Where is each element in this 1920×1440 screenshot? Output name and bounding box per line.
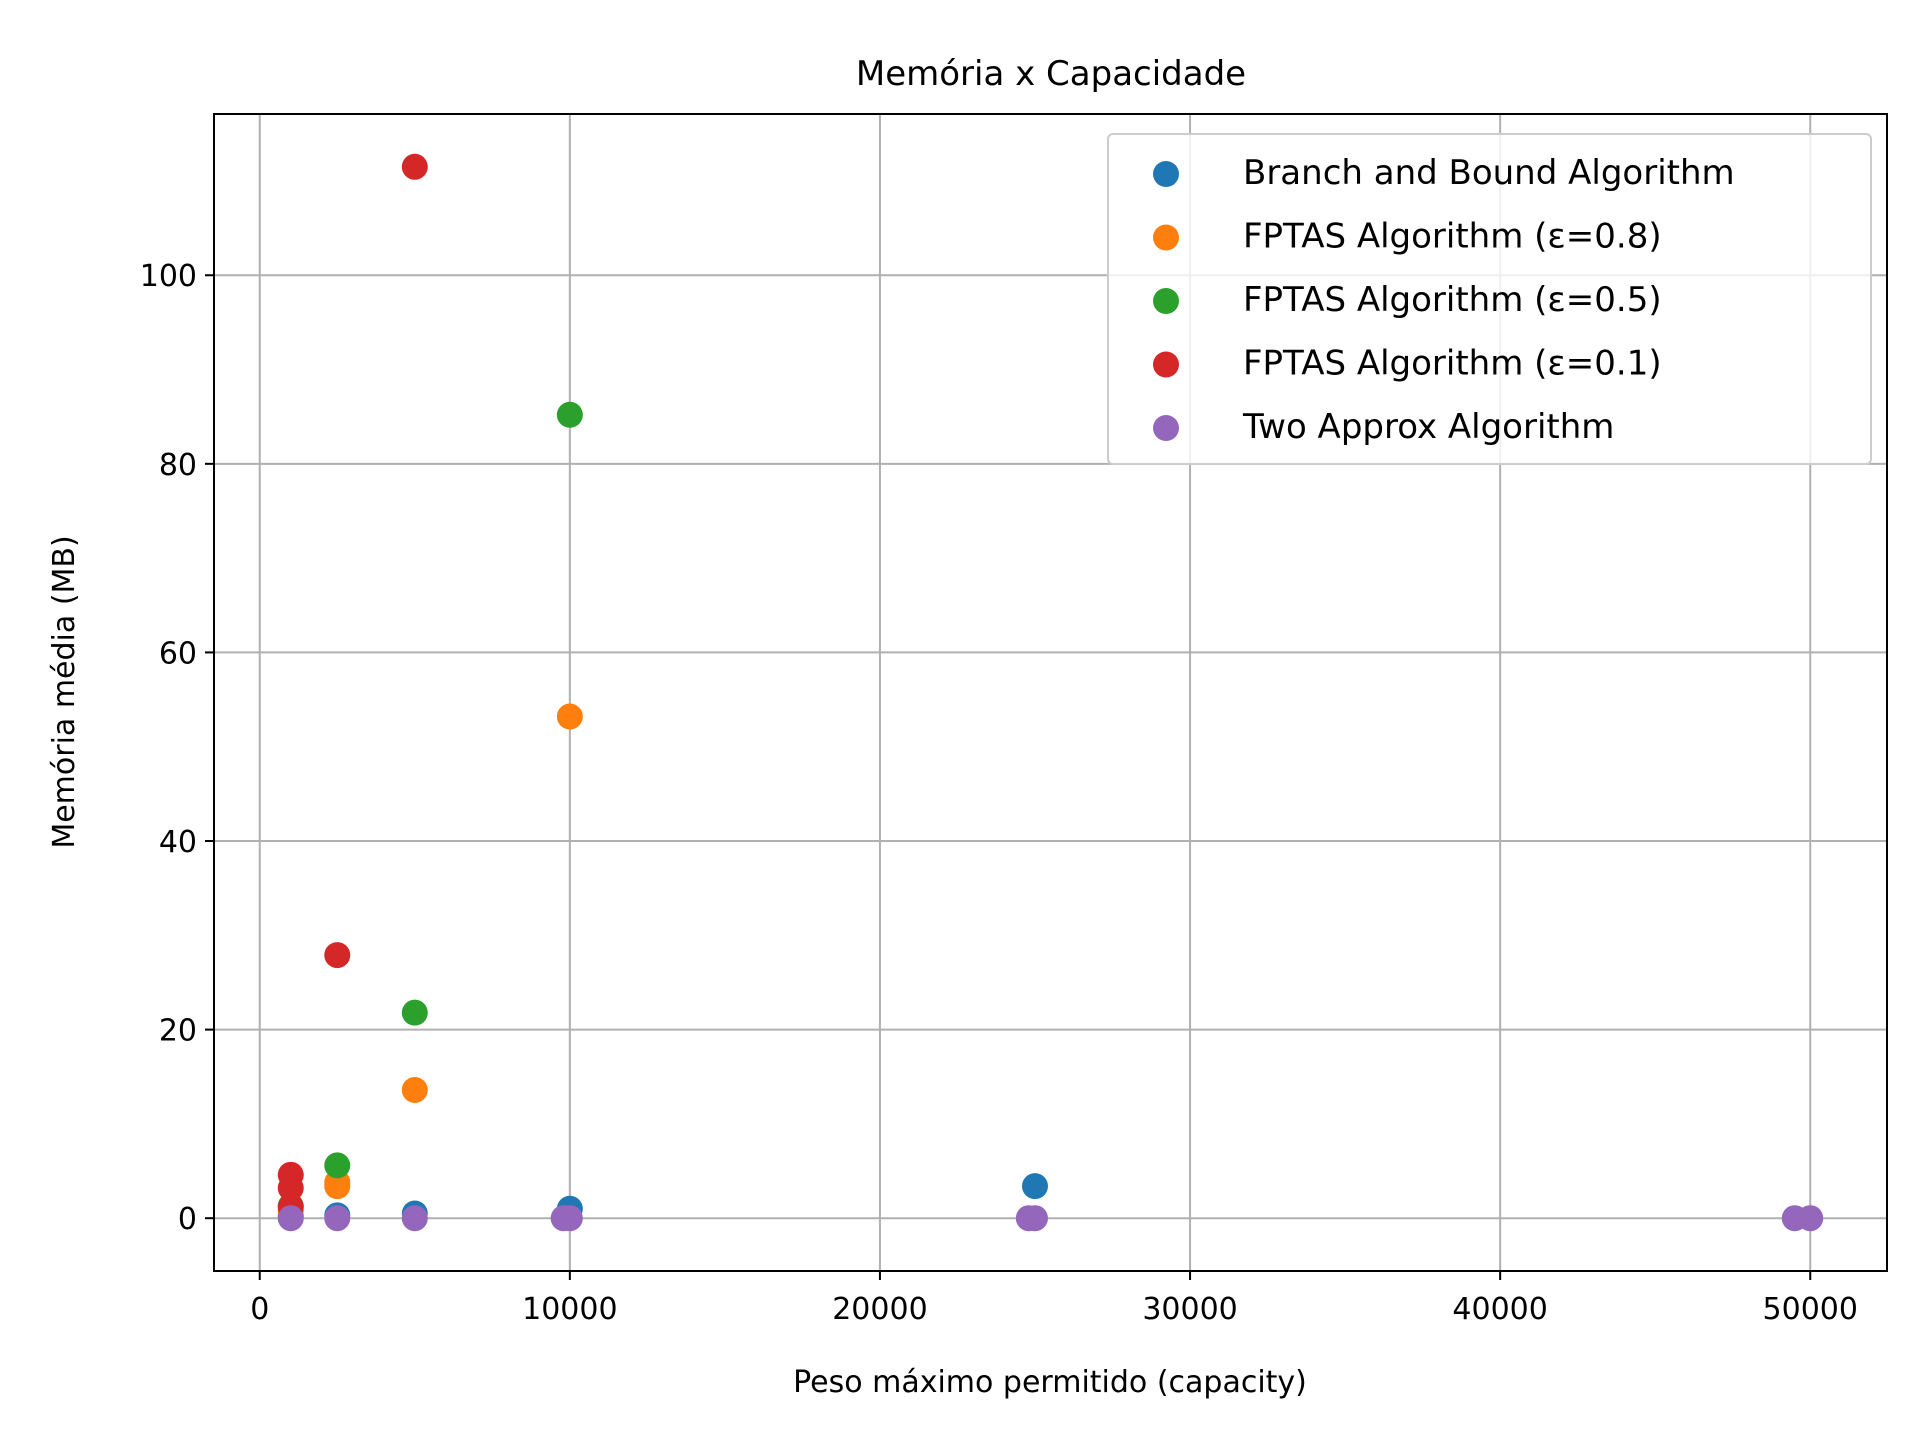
legend-label: Two Approx Algorithm	[1242, 407, 1614, 447]
legend-label: Branch and Bound Algorithm	[1243, 153, 1735, 193]
legend-label: FPTAS Algorithm (ε=0.5)	[1243, 280, 1662, 320]
chart-title: Memória x Capacidade	[856, 54, 1246, 94]
y-tick-label: 100	[140, 259, 197, 294]
data-points	[277, 153, 1824, 1232]
legend-box	[1107, 133, 1872, 465]
data-point	[401, 999, 428, 1026]
x-tick-label: 20000	[832, 1292, 927, 1327]
data-point	[324, 1152, 351, 1179]
data-point	[324, 942, 351, 969]
data-point	[556, 1205, 583, 1232]
y-tick-label: 80	[159, 448, 197, 483]
x-tick-label: 50000	[1763, 1292, 1858, 1327]
data-point	[401, 1076, 428, 1103]
legend-marker	[1153, 415, 1179, 441]
data-point	[1021, 1173, 1048, 1200]
legend-marker	[1153, 288, 1179, 314]
y-tick-label: 20	[159, 1014, 197, 1049]
data-point	[401, 1205, 428, 1232]
plot-frame	[213, 113, 1888, 1272]
legend: Branch and Bound Algorithm FPTAS Algorith…	[1107, 133, 1872, 465]
x-axis-label: Peso máximo permitido (capacity)	[793, 1365, 1307, 1400]
data-point	[1797, 1205, 1824, 1232]
x-tick-label: 0	[250, 1292, 269, 1327]
legend-label: FPTAS Algorithm (ε=0.8)	[1243, 217, 1662, 257]
x-tick-label: 10000	[522, 1292, 617, 1327]
data-point	[324, 1205, 351, 1232]
y-axis-label: Memória média (MB)	[47, 535, 82, 848]
data-point	[556, 401, 583, 428]
legend-marker	[1153, 351, 1179, 378]
x-tick-label: 30000	[1142, 1292, 1237, 1327]
y-tick-label: 0	[178, 1202, 197, 1237]
data-point	[277, 1205, 304, 1232]
data-point	[277, 1161, 304, 1188]
data-point	[401, 153, 428, 180]
y-tick-label: 40	[159, 825, 197, 860]
data-point	[556, 703, 583, 730]
axis-ticks: 0 10000 20000 30000 40000 50000 0 20 40 60 80 100	[140, 259, 1858, 1327]
data-point	[1021, 1205, 1048, 1232]
legend-marker	[1153, 161, 1179, 187]
legend-label: FPTAS Algorithm (ε=0.1)	[1243, 344, 1662, 384]
y-tick-label: 60	[159, 636, 197, 671]
x-tick-label: 40000	[1452, 1292, 1547, 1327]
legend-marker	[1153, 224, 1179, 251]
